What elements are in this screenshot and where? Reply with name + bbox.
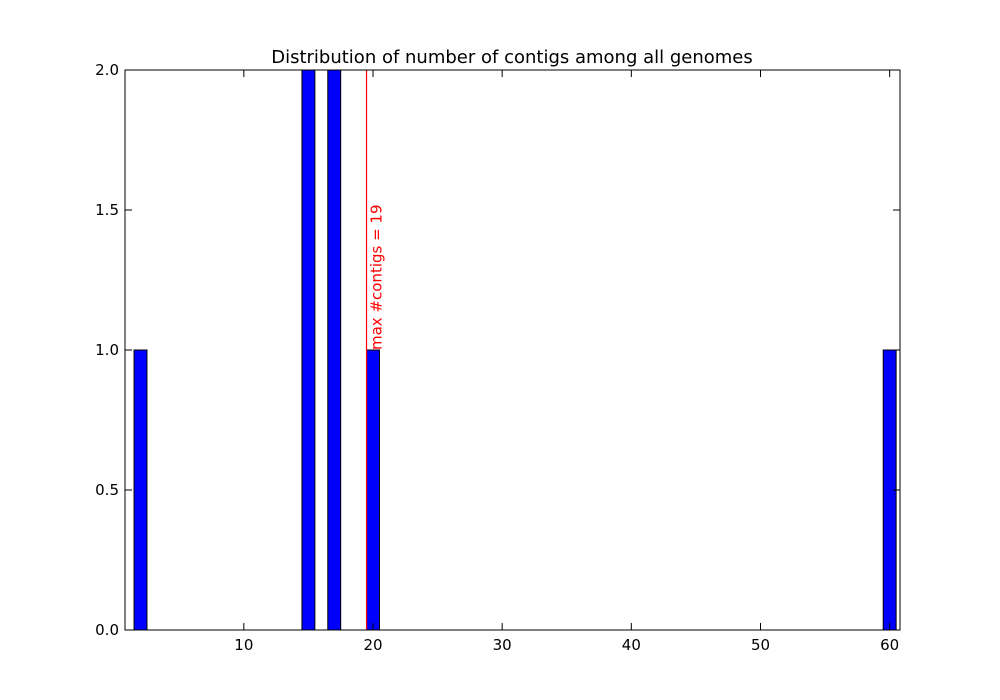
bar-x20: [366, 349, 380, 631]
max-contigs-label: max #contigs = 19: [368, 204, 386, 350]
y-tick-label: 0.5: [95, 481, 119, 499]
x-tick-label: 30: [493, 636, 512, 654]
y-tick-label: 2.0: [95, 61, 119, 79]
y-tick-label: 1.5: [95, 201, 119, 219]
y-tick-label: 0.0: [95, 621, 119, 639]
x-tick-label: 60: [880, 636, 899, 654]
max-contigs-marker: max #contigs = 19: [365, 70, 386, 630]
bar-x17: [327, 69, 342, 631]
y-tick-label: 1.0: [95, 341, 119, 359]
x-tick-label: 10: [234, 636, 253, 654]
x-tick-label: 20: [363, 636, 382, 654]
x-axis: 10 20 30 40 50 60: [234, 70, 899, 654]
bars-layer: [133, 69, 897, 631]
bar-x2: [133, 349, 148, 631]
x-tick-label: 40: [622, 636, 641, 654]
x-tick-label: 50: [751, 636, 770, 654]
y-axis: 0.0 0.5 1.0 1.5 2.0: [95, 61, 900, 639]
bar-x15: [301, 69, 316, 631]
chart-title: Distribution of number of contigs among …: [271, 47, 753, 68]
